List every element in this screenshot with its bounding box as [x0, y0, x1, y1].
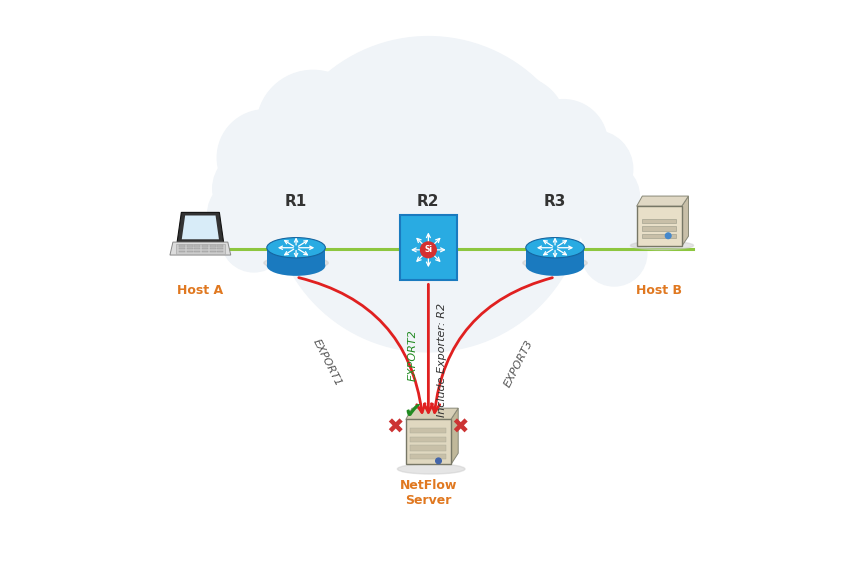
FancyBboxPatch shape — [176, 244, 225, 254]
FancyBboxPatch shape — [187, 245, 193, 247]
Circle shape — [221, 207, 286, 272]
FancyBboxPatch shape — [187, 248, 193, 249]
Ellipse shape — [526, 238, 584, 258]
FancyBboxPatch shape — [400, 215, 457, 280]
Polygon shape — [681, 196, 688, 246]
Text: EXPORT3: EXPORT3 — [503, 338, 535, 388]
Circle shape — [210, 182, 274, 246]
Circle shape — [274, 40, 582, 348]
FancyBboxPatch shape — [202, 245, 208, 247]
Text: ✔: ✔ — [404, 402, 422, 422]
Ellipse shape — [266, 238, 326, 258]
FancyBboxPatch shape — [411, 445, 446, 450]
Circle shape — [559, 133, 629, 204]
FancyBboxPatch shape — [187, 251, 193, 252]
FancyBboxPatch shape — [637, 206, 681, 246]
FancyBboxPatch shape — [180, 251, 185, 252]
Ellipse shape — [630, 241, 694, 250]
FancyBboxPatch shape — [210, 251, 215, 252]
Text: EXPORT1: EXPORT1 — [311, 338, 343, 388]
Circle shape — [217, 110, 313, 205]
FancyBboxPatch shape — [642, 219, 676, 223]
Ellipse shape — [266, 256, 326, 276]
Circle shape — [216, 153, 286, 224]
Circle shape — [436, 458, 441, 464]
Circle shape — [257, 70, 369, 183]
Circle shape — [523, 103, 604, 184]
Ellipse shape — [264, 257, 328, 269]
Circle shape — [420, 242, 437, 258]
FancyBboxPatch shape — [411, 436, 446, 442]
FancyBboxPatch shape — [217, 248, 223, 249]
Circle shape — [556, 131, 633, 207]
FancyBboxPatch shape — [217, 245, 223, 247]
FancyBboxPatch shape — [217, 251, 223, 252]
Circle shape — [213, 150, 289, 227]
Text: R3: R3 — [544, 194, 566, 209]
Text: ✖: ✖ — [451, 418, 470, 438]
Circle shape — [582, 221, 647, 286]
Polygon shape — [406, 408, 458, 419]
Circle shape — [221, 114, 309, 202]
Ellipse shape — [526, 256, 584, 276]
FancyBboxPatch shape — [180, 245, 185, 247]
FancyBboxPatch shape — [210, 245, 215, 247]
Text: NetFlow
Server: NetFlow Server — [399, 479, 457, 507]
Text: EXPORT2: EXPORT2 — [408, 329, 418, 381]
Circle shape — [584, 224, 644, 283]
Text: R2: R2 — [418, 194, 439, 209]
FancyBboxPatch shape — [411, 454, 446, 459]
Polygon shape — [450, 408, 458, 464]
FancyBboxPatch shape — [406, 419, 450, 464]
Polygon shape — [181, 216, 219, 239]
FancyBboxPatch shape — [210, 248, 215, 249]
Polygon shape — [170, 242, 231, 255]
Polygon shape — [266, 248, 326, 266]
Circle shape — [261, 75, 365, 178]
Circle shape — [465, 76, 566, 177]
Polygon shape — [177, 212, 224, 242]
Circle shape — [207, 179, 278, 249]
Polygon shape — [637, 196, 688, 206]
FancyBboxPatch shape — [194, 251, 201, 252]
Circle shape — [271, 37, 586, 352]
Circle shape — [319, 66, 413, 159]
Circle shape — [424, 69, 512, 157]
Text: Si: Si — [424, 245, 432, 254]
Circle shape — [469, 80, 562, 173]
Circle shape — [420, 65, 516, 160]
FancyBboxPatch shape — [411, 428, 446, 434]
FancyBboxPatch shape — [202, 251, 208, 252]
Text: Include Exporter: R2: Include Exporter: R2 — [437, 303, 447, 417]
Circle shape — [368, 58, 466, 156]
Circle shape — [364, 53, 470, 160]
Circle shape — [520, 100, 608, 187]
Text: ✖: ✖ — [386, 418, 404, 438]
Circle shape — [583, 197, 645, 259]
Ellipse shape — [523, 257, 588, 269]
Circle shape — [566, 160, 640, 234]
FancyBboxPatch shape — [194, 248, 201, 249]
Circle shape — [569, 163, 636, 231]
Text: R1: R1 — [285, 194, 307, 209]
Circle shape — [224, 209, 284, 269]
FancyBboxPatch shape — [642, 234, 676, 238]
FancyBboxPatch shape — [180, 248, 185, 249]
Text: Host B: Host B — [636, 284, 682, 297]
Ellipse shape — [398, 464, 465, 474]
Circle shape — [666, 233, 671, 239]
Circle shape — [581, 194, 648, 262]
FancyBboxPatch shape — [202, 248, 208, 249]
Polygon shape — [526, 248, 584, 266]
Circle shape — [316, 62, 418, 163]
FancyBboxPatch shape — [194, 245, 201, 247]
Text: Host A: Host A — [177, 284, 223, 297]
FancyBboxPatch shape — [642, 226, 676, 231]
